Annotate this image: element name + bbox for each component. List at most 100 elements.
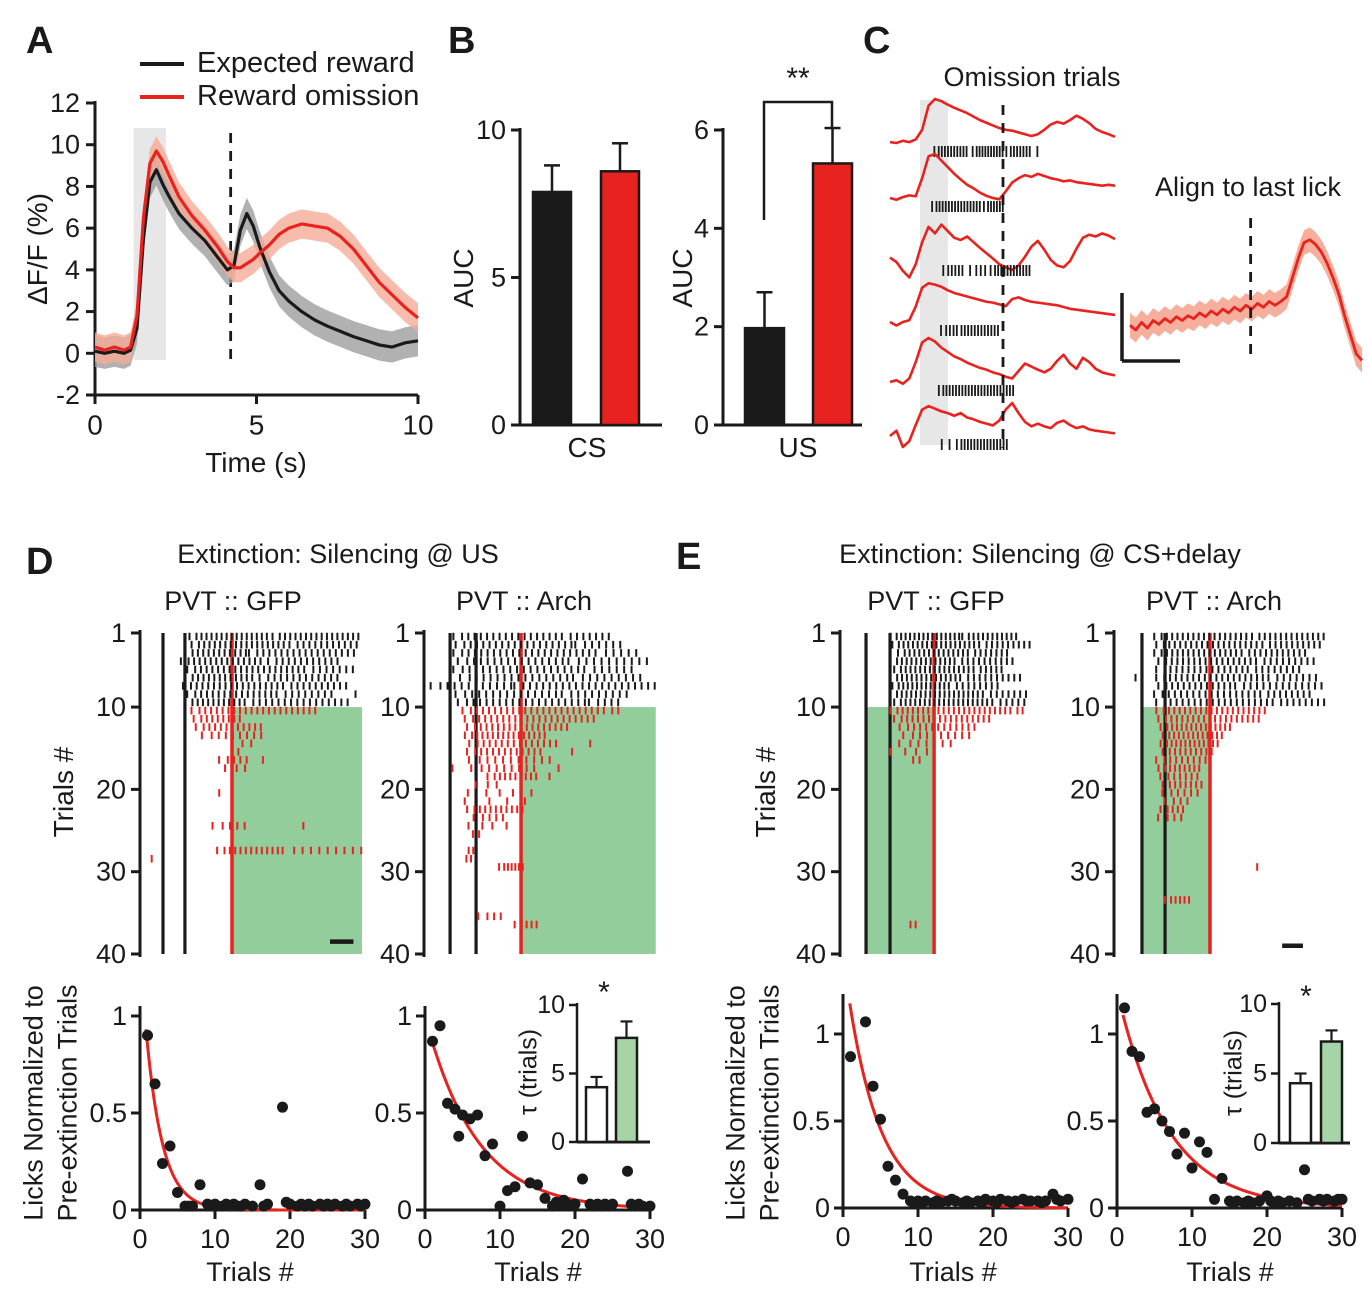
svg-text:4: 4 <box>694 213 709 243</box>
panel-d-arch-scatter: 00.510 10 20 30 <box>374 1001 665 1254</box>
svg-text:30: 30 <box>380 857 410 887</box>
svg-text:0: 0 <box>491 410 506 440</box>
svg-text:20: 20 <box>380 774 410 804</box>
svg-text:0: 0 <box>1109 1222 1124 1252</box>
svg-text:30: 30 <box>350 1224 380 1254</box>
svg-text:10: 10 <box>485 1224 515 1254</box>
panel-label-d: D <box>26 541 54 583</box>
panel-e-gfp-scatter: 00.510 10 20 30 <box>792 994 1083 1252</box>
panel-d-gfp-subtitle: PVT :: GFP <box>164 586 302 616</box>
panel-e-inset-sig: * <box>1300 980 1312 1013</box>
svg-text:10: 10 <box>50 130 80 160</box>
panel-e-raster-ylabel: Trials # <box>750 746 781 838</box>
svg-text:1: 1 <box>1089 1019 1104 1049</box>
svg-text:40: 40 <box>96 939 126 969</box>
svg-text:2: 2 <box>694 312 709 342</box>
svg-text:20: 20 <box>1070 774 1100 804</box>
panel-a-ylabel: ΔF/F (%) <box>22 192 53 306</box>
panel-b-right-ylabel: AUC <box>667 248 698 308</box>
panel-e-tau-inset: 0 5 10 <box>1239 990 1350 1157</box>
svg-text:20: 20 <box>1252 1222 1282 1252</box>
svg-text:0: 0 <box>551 1128 565 1156</box>
svg-text:1: 1 <box>111 618 126 648</box>
svg-text:20: 20 <box>96 774 126 804</box>
panel-b-us-bars: 0 2 4 6 <box>694 100 862 440</box>
svg-text:30: 30 <box>1070 857 1100 887</box>
panel-d-tau-inset: 0 5 10 <box>537 991 650 1156</box>
panel-b-sig-stars: ** <box>786 62 810 95</box>
svg-text:10: 10 <box>537 991 565 1019</box>
svg-text:0.5: 0.5 <box>89 1098 127 1128</box>
svg-text:10: 10 <box>796 692 826 722</box>
svg-text:0: 0 <box>1089 1193 1104 1223</box>
legend-label-reward-omission: Reward omission <box>197 80 420 112</box>
panel-e-inset-ylabel: τ (trials) <box>1219 1029 1248 1117</box>
svg-text:20: 20 <box>978 1222 1008 1252</box>
svg-text:1: 1 <box>811 618 826 648</box>
svg-text:0.5: 0.5 <box>374 1098 412 1128</box>
svg-text:10: 10 <box>402 410 433 441</box>
panel-e-title: Extinction: Silencing @ CS+delay <box>839 539 1241 569</box>
panel-d-scatter-ylabel-line2: Pre-extinction Trials <box>52 984 83 1222</box>
panel-e-gfp-subtitle: PVT :: GFP <box>867 586 1005 616</box>
panel-b-cs-bars: 0 5 10 <box>476 115 662 440</box>
panel-d-right-xlabel: Trials # <box>494 1257 582 1287</box>
legend-label-expected-reward: Expected reward <box>197 47 415 79</box>
panel-e-scatter-ylabel-line2: Pre-extinction Trials <box>754 984 785 1222</box>
panel-c-right-title: Align to last lick <box>1154 172 1342 202</box>
panel-a-legend: Expected reward Reward omission <box>140 47 419 113</box>
svg-text:-2: -2 <box>56 380 80 410</box>
svg-text:2: 2 <box>65 297 80 327</box>
svg-text:5: 5 <box>491 263 506 293</box>
legend-line-red <box>140 94 184 99</box>
svg-text:0: 0 <box>815 1193 830 1223</box>
svg-text:0: 0 <box>112 1195 127 1225</box>
panel-d-gfp-raster: 1 10 20 30 40 <box>96 618 363 969</box>
svg-text:0.5: 0.5 <box>792 1106 830 1136</box>
panel-d-arch-raster: 1 10 20 30 40 <box>380 618 656 969</box>
svg-text:10: 10 <box>96 692 126 722</box>
svg-text:0.5: 0.5 <box>1066 1106 1104 1136</box>
panel-e-arch-raster: 1 10 20 30 40 <box>1070 618 1326 969</box>
svg-text:30: 30 <box>635 1224 665 1254</box>
svg-text:30: 30 <box>96 857 126 887</box>
panel-d-scatter-ylabel-line1: Licks Normalized to <box>18 985 49 1221</box>
panel-e-arch-scatter: 00.510 10 20 30 <box>1066 994 1357 1252</box>
svg-text:10: 10 <box>1177 1222 1207 1252</box>
panel-e-arch-subtitle: PVT :: Arch <box>1145 586 1283 616</box>
panel-d-gfp-scatter: 00.510 10 20 30 <box>89 1001 380 1254</box>
panel-d-left-xlabel: Trials # <box>206 1257 294 1287</box>
svg-text:1: 1 <box>1085 618 1100 648</box>
panel-label-b: B <box>448 20 476 62</box>
svg-text:0: 0 <box>694 410 709 440</box>
svg-text:1: 1 <box>397 1001 412 1031</box>
svg-text:8: 8 <box>65 171 80 201</box>
svg-text:10: 10 <box>200 1224 230 1254</box>
svg-text:10: 10 <box>903 1222 933 1252</box>
svg-text:20: 20 <box>275 1224 305 1254</box>
svg-text:0: 0 <box>65 338 80 368</box>
svg-text:10: 10 <box>476 115 506 145</box>
svg-text:40: 40 <box>1070 939 1100 969</box>
svg-text:1: 1 <box>815 1019 830 1049</box>
svg-text:10: 10 <box>380 692 410 722</box>
legend-item-expected-reward: Expected reward <box>140 47 419 80</box>
panel-a-xlabel: Time (s) <box>205 447 307 478</box>
panel-d-inset-ylabel: τ (trials) <box>514 1028 543 1116</box>
legend-item-reward-omission: Reward omission <box>140 80 419 113</box>
svg-text:5: 5 <box>1253 1060 1267 1088</box>
svg-text:40: 40 <box>796 939 826 969</box>
svg-text:30: 30 <box>796 857 826 887</box>
panel-b-category-cs: CS <box>567 432 607 463</box>
svg-text:20: 20 <box>560 1224 590 1254</box>
svg-text:30: 30 <box>1053 1222 1083 1252</box>
panel-d-raster-ylabel: Trials # <box>48 746 79 838</box>
svg-text:1: 1 <box>112 1001 127 1031</box>
svg-text:0: 0 <box>132 1224 147 1254</box>
svg-text:0: 0 <box>397 1195 412 1225</box>
svg-text:0: 0 <box>87 410 103 441</box>
panel-d-title: Extinction: Silencing @ US <box>177 539 499 569</box>
